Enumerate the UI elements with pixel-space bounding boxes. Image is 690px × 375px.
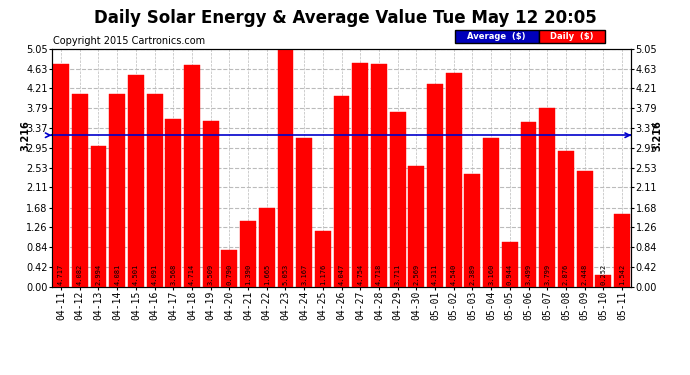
Text: 3.711: 3.711 (395, 264, 401, 285)
Bar (128, 75, 144, 287)
Bar (109, 94, 125, 287)
Text: 0.790: 0.790 (226, 264, 233, 285)
Bar (277, 49, 293, 287)
Text: 0.944: 0.944 (507, 264, 513, 285)
Bar (614, 214, 630, 287)
Bar (203, 122, 219, 287)
Text: 4.082: 4.082 (77, 264, 83, 285)
Text: 4.501: 4.501 (133, 264, 139, 285)
Text: 3.216: 3.216 (21, 120, 30, 151)
Bar (333, 96, 350, 287)
Bar (390, 112, 406, 287)
FancyBboxPatch shape (455, 30, 539, 43)
Bar (520, 122, 536, 287)
Bar (371, 64, 387, 287)
Bar (259, 209, 275, 287)
Text: 3.499: 3.499 (526, 264, 531, 285)
Bar (184, 64, 200, 287)
Text: 2.994: 2.994 (95, 264, 101, 285)
Text: 4.081: 4.081 (114, 264, 120, 285)
Text: 3.167: 3.167 (301, 264, 307, 285)
Bar (464, 174, 480, 287)
Text: 3.799: 3.799 (544, 264, 550, 285)
Text: 4.754: 4.754 (357, 264, 363, 285)
Text: 0.252: 0.252 (600, 264, 607, 285)
Bar (240, 221, 256, 287)
Text: Daily Solar Energy & Average Value Tue May 12 20:05: Daily Solar Energy & Average Value Tue M… (94, 9, 596, 27)
Bar (53, 64, 69, 287)
Text: Daily  ($): Daily ($) (550, 32, 593, 40)
Bar (577, 171, 593, 287)
Text: 3.216: 3.216 (653, 120, 662, 151)
Bar (353, 63, 368, 287)
FancyBboxPatch shape (539, 30, 605, 43)
Text: 1.542: 1.542 (619, 264, 625, 285)
Bar (595, 275, 611, 287)
Text: 5.053: 5.053 (282, 264, 288, 285)
Text: 3.160: 3.160 (488, 264, 494, 285)
Text: 4.091: 4.091 (152, 264, 157, 285)
Bar (446, 73, 462, 287)
Bar (296, 138, 312, 287)
Bar (90, 146, 106, 287)
Text: 4.714: 4.714 (189, 264, 195, 285)
Bar (408, 166, 424, 287)
Text: 2.389: 2.389 (469, 264, 475, 285)
Text: 4.718: 4.718 (376, 264, 382, 285)
Text: 2.876: 2.876 (563, 264, 569, 285)
Text: 2.448: 2.448 (582, 264, 588, 285)
Text: 3.568: 3.568 (170, 264, 176, 285)
Bar (166, 118, 181, 287)
Bar (147, 94, 163, 287)
Text: 1.176: 1.176 (320, 264, 326, 285)
Text: 1.665: 1.665 (264, 264, 270, 285)
Text: 2.569: 2.569 (413, 264, 420, 285)
Bar (483, 138, 499, 287)
Text: 4.540: 4.540 (451, 264, 457, 285)
Bar (558, 151, 574, 287)
Bar (427, 84, 443, 287)
Text: 1.390: 1.390 (245, 264, 251, 285)
Text: Copyright 2015 Cartronics.com: Copyright 2015 Cartronics.com (53, 36, 205, 46)
Bar (72, 94, 88, 287)
Text: 4.047: 4.047 (339, 264, 344, 285)
Text: 4.311: 4.311 (432, 264, 438, 285)
Bar (540, 108, 555, 287)
Bar (502, 242, 518, 287)
Text: Average  ($): Average ($) (467, 32, 526, 40)
Bar (221, 250, 237, 287)
Text: 3.509: 3.509 (208, 264, 214, 285)
Text: 4.717: 4.717 (58, 264, 64, 285)
Bar (315, 231, 331, 287)
